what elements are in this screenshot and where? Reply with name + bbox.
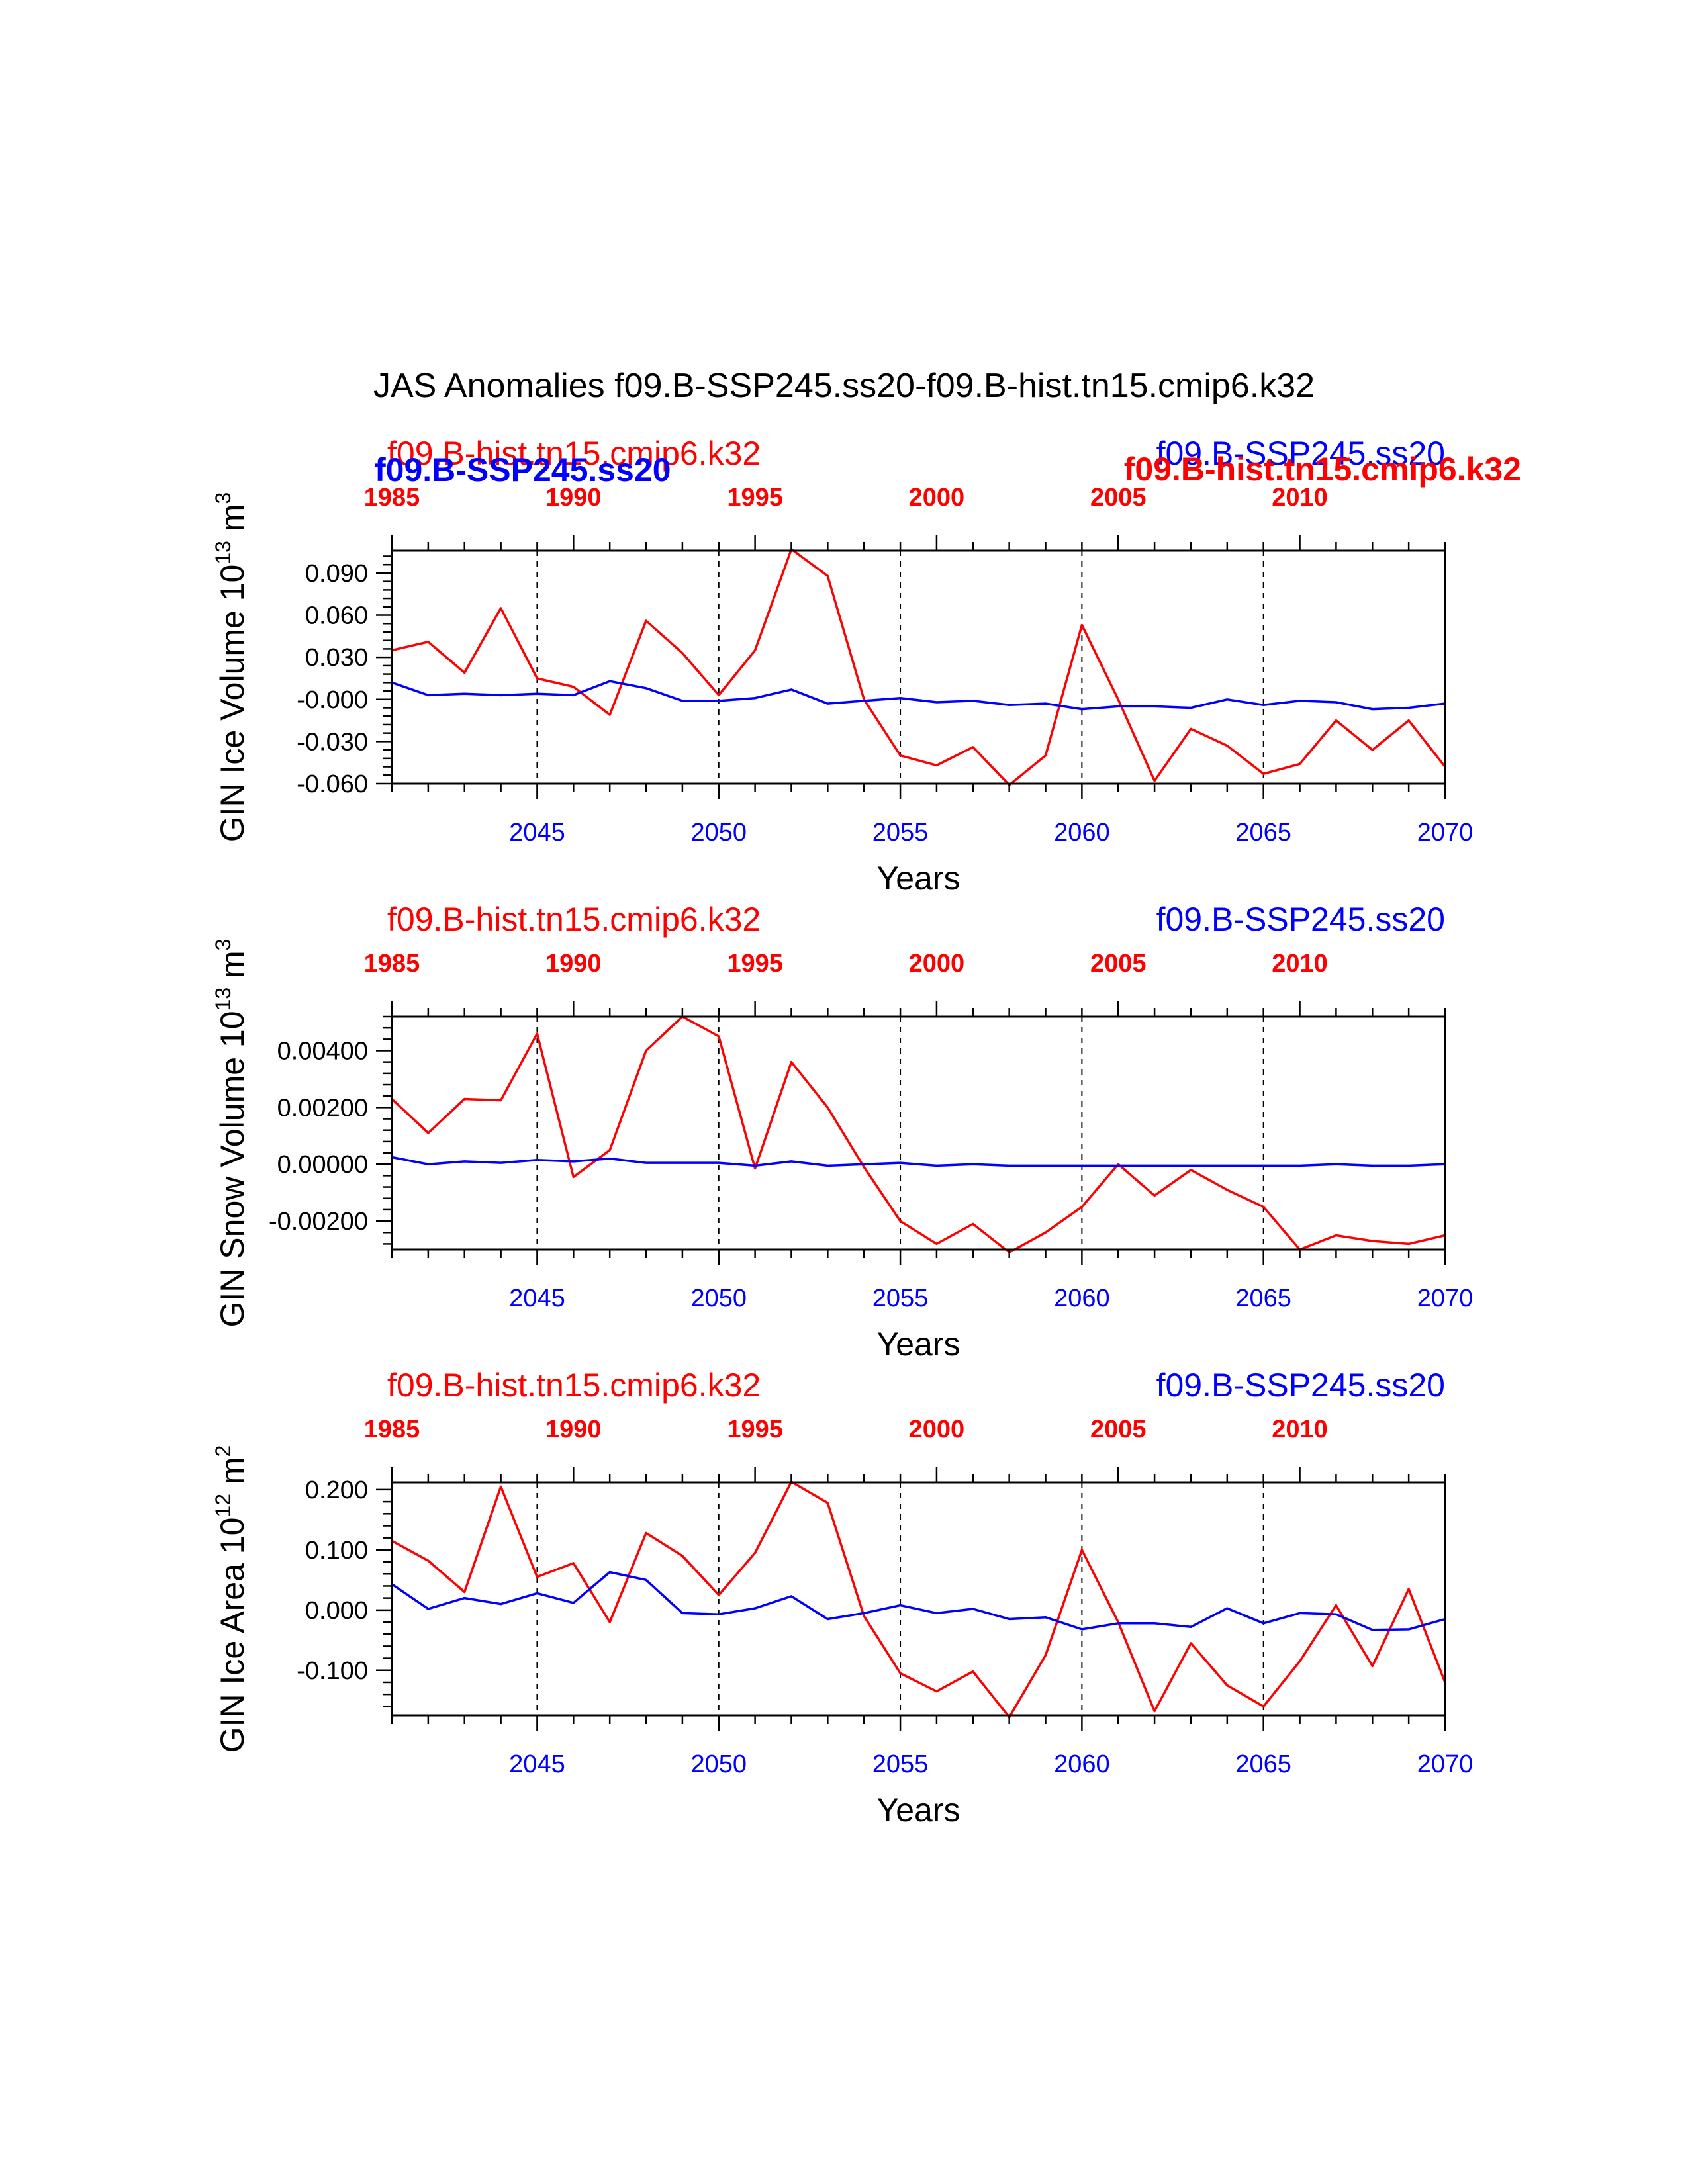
- x-tick-label: 2055: [872, 1751, 929, 1778]
- top-tick-label: 2010: [1272, 484, 1328, 512]
- y-tick-label: 0.030: [305, 644, 368, 672]
- top-tick-label: 1995: [727, 1416, 783, 1443]
- x-axis-title: Years: [876, 1326, 960, 1363]
- y-tick-label: 0.000: [305, 1597, 368, 1625]
- top-tick-label: 2005: [1090, 484, 1147, 512]
- panel-3: 2045 2050 2055 2060 2065 2070 1985 1990 1995 2000…: [211, 1367, 1473, 1829]
- top-tick-label: 1990: [545, 1416, 602, 1443]
- y-tick-label: 0.060: [305, 602, 368, 630]
- y-tick-label: -0.100: [297, 1657, 368, 1685]
- overlay-label-ssp: f09.B-SSP245.ss20: [375, 451, 671, 488]
- ssp-series-label: f09.B-SSP245.ss20: [1156, 435, 1445, 472]
- hist-series-label: f09.B-hist.tn15.cmip6.k32: [387, 1367, 761, 1404]
- series-line-ssp: [391, 1156, 1446, 1167]
- x-tick-label: 2050: [690, 1751, 747, 1778]
- ssp-series-label: f09.B-SSP245.ss20: [1156, 901, 1445, 938]
- hist-series-label: f09.B-hist.tn15.cmip6.k32: [387, 901, 761, 938]
- top-tick-label: 1995: [727, 484, 783, 512]
- y-tick-label: -0.000: [297, 686, 368, 714]
- x-tick-label: 2065: [1235, 819, 1291, 846]
- top-tick-label: 2010: [1272, 950, 1328, 978]
- y-tick-label: -0.00200: [269, 1208, 368, 1236]
- series-line-hist: [391, 548, 1446, 786]
- y-tick-label: 0.100: [305, 1537, 368, 1565]
- x-tick-label: 2065: [1235, 1285, 1291, 1312]
- top-tick-label: 2005: [1090, 950, 1147, 978]
- y-tick-label: 0.00000: [277, 1151, 368, 1179]
- x-tick-label: 2070: [1417, 1285, 1474, 1312]
- top-tick-label: 1990: [545, 484, 602, 512]
- x-tick-label: 2055: [872, 1285, 929, 1312]
- x-tick-label: 2060: [1054, 1751, 1110, 1778]
- y-tick-label: -0.030: [297, 728, 368, 756]
- y-axis-title: GIN Ice Volume 1013 m3: [211, 492, 251, 842]
- y-tick-label: 0.00400: [277, 1038, 368, 1066]
- top-tick-label: 2005: [1090, 1416, 1147, 1443]
- series-line-ssp: [391, 680, 1446, 711]
- overlay-label-hist: f09.B-hist.tn15.cmip6.k32: [1124, 451, 1521, 488]
- series-line-ssp: [391, 1570, 1446, 1631]
- plot-frame: [391, 1015, 1446, 1251]
- ssp-series-label: f09.B-SSP245.ss20: [1156, 1367, 1445, 1404]
- hist-series-label: f09.B-hist.tn15.cmip6.k32: [387, 435, 761, 472]
- y-tick-label: 0.090: [305, 560, 368, 588]
- main-title: JAS Anomalies f09.B-SSP245.ss20-f09.B-hi…: [373, 367, 1315, 405]
- top-tick-label: 1985: [364, 1416, 420, 1443]
- x-tick-label: 2045: [509, 1285, 565, 1312]
- panels: 2045 2050 2055 2060 2065 2070 1985 1990 1995 2000…: [211, 435, 1521, 1829]
- top-tick-label: 2010: [1272, 1416, 1328, 1443]
- top-tick-label: 2000: [909, 950, 965, 978]
- x-axis-title: Years: [876, 1792, 960, 1829]
- panel-1: 2045 2050 2055 2060 2065 2070 1985 1990 1995 2000…: [211, 435, 1521, 897]
- x-tick-label: 2065: [1235, 1751, 1291, 1778]
- y-axis-title: GIN Snow Volume 1013 m3: [211, 939, 251, 1328]
- y-tick-label: 0.00200: [277, 1094, 368, 1122]
- x-tick-label: 2045: [509, 819, 565, 846]
- series-line-hist: [391, 1015, 1446, 1254]
- x-tick-label: 2070: [1417, 1751, 1474, 1778]
- x-axis-title: Years: [876, 860, 960, 897]
- top-tick-label: 1985: [364, 484, 420, 512]
- top-tick-label: 1995: [727, 950, 783, 978]
- x-tick-label: 2070: [1417, 819, 1474, 846]
- x-tick-label: 2055: [872, 819, 929, 846]
- top-tick-label: 2000: [909, 1416, 965, 1443]
- y-tick-label: 0.200: [305, 1477, 368, 1504]
- x-tick-label: 2060: [1054, 819, 1110, 846]
- top-tick-label: 2000: [909, 484, 965, 512]
- x-tick-label: 2050: [690, 1285, 747, 1312]
- x-tick-label: 2060: [1054, 1285, 1110, 1312]
- plot-frame: [391, 549, 1446, 785]
- x-tick-label: 2050: [690, 819, 747, 846]
- top-tick-label: 1985: [364, 950, 420, 978]
- top-tick-label: 1990: [545, 950, 602, 978]
- panel-2: 2045 2050 2055 2060 2065 2070 1985 1990 1995 2000…: [211, 901, 1473, 1363]
- series-line-hist: [391, 1480, 1446, 1719]
- x-tick-label: 2045: [509, 1751, 565, 1778]
- y-axis-title: GIN Ice Area 1012 m2: [211, 1445, 251, 1753]
- plot-frame: [391, 1481, 1446, 1717]
- y-tick-label: -0.060: [297, 770, 368, 798]
